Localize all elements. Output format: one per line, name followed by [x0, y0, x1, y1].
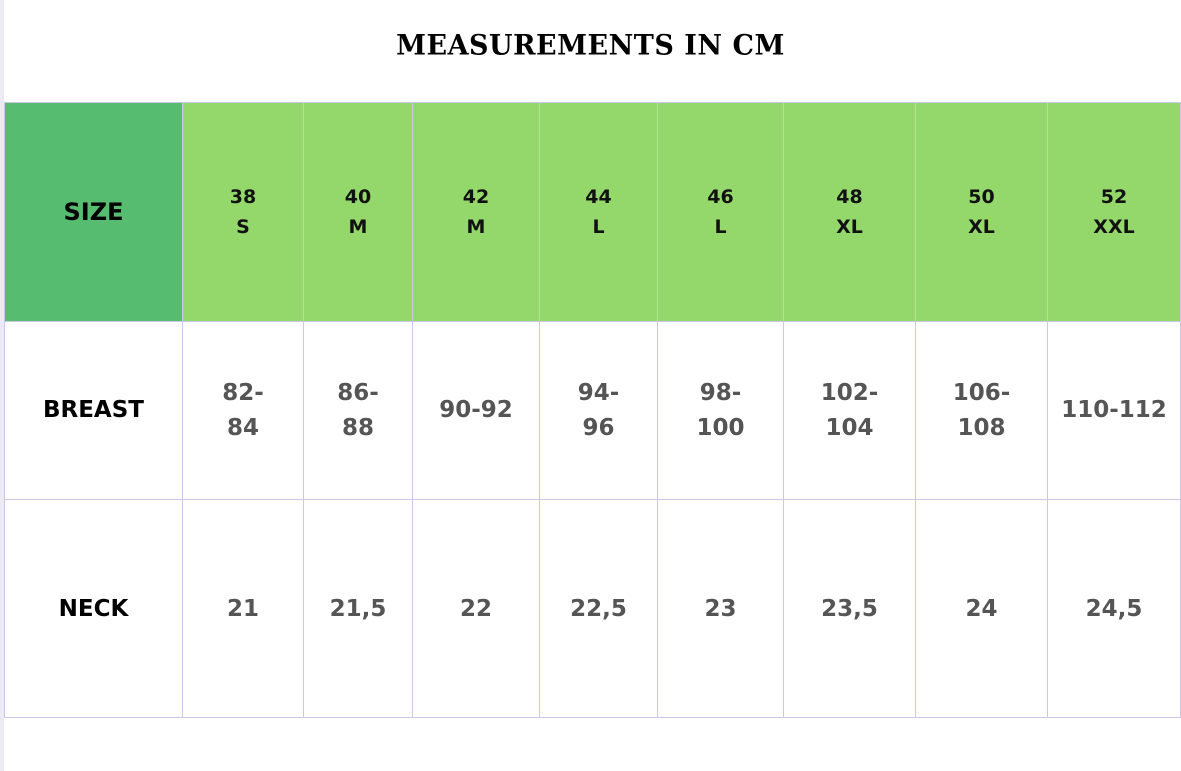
measurement-cell: 24: [915, 499, 1048, 718]
size-header-cell: 40 M: [303, 102, 413, 322]
size-letter: S: [236, 216, 250, 238]
measurement-cell: 21: [182, 499, 304, 718]
measurement-cell: 22,5: [539, 499, 658, 718]
measurement-cell: 98-100: [657, 321, 784, 500]
left-edge: [0, 0, 4, 771]
size-letter: M: [348, 216, 368, 238]
table-row-breast: BREAST 82-84 86-88 90-92 94-96 98-100 102-104…: [4, 321, 1181, 500]
size-number: 50: [968, 186, 995, 208]
measurement-cell: 23: [657, 499, 784, 718]
measurement-cell: 22: [412, 499, 540, 718]
size-number: 44: [585, 186, 612, 208]
size-letter: XL: [836, 216, 863, 238]
size-letter: L: [592, 216, 605, 238]
measurement-cell: 21,5: [303, 499, 413, 718]
size-number: 42: [462, 186, 490, 208]
size-number: 46: [707, 186, 734, 208]
size-header-cell: 46 L: [657, 102, 784, 322]
size-letter: L: [714, 216, 727, 238]
row-label: NECK: [4, 499, 183, 718]
measurement-cell: 82-84: [182, 321, 304, 500]
size-letter: XXL: [1093, 216, 1135, 238]
measurement-cell: 106-108: [915, 321, 1048, 500]
page-title: MEASUREMENTS IN CM: [396, 29, 785, 62]
size-header-cell: 42 M: [412, 102, 540, 322]
size-header-cell: 50 XL: [915, 102, 1048, 322]
size-header-row: SIZE 38 S 40 M 42 M 44 L 46 L 48 XL 50 XL 52 XXL: [4, 102, 1181, 322]
measurement-cell: 94-96: [539, 321, 658, 500]
size-number: 52: [1100, 186, 1128, 208]
size-header-cell: 38 S: [182, 102, 304, 322]
measurement-cell: 24,5: [1047, 499, 1181, 718]
table-row-neck: NECK 21 21,5 22 22,5 23 23,5 24 24,5: [4, 499, 1181, 718]
size-chart-table: SIZE 38 S 40 M 42 M 44 L 46 L 48 XL 50 XL 52 XXL BREAST…: [4, 102, 1181, 718]
size-letter: XL: [968, 216, 995, 238]
measurement-cell: 102-104: [783, 321, 916, 500]
size-number: 38: [229, 186, 257, 208]
size-header-label: SIZE: [4, 102, 183, 322]
size-number: 40: [344, 186, 372, 208]
size-header-cell: 44 L: [539, 102, 658, 322]
measurement-cell: 110-112: [1047, 321, 1181, 500]
size-header-cell: 52 XXL: [1047, 102, 1181, 322]
size-header-cell: 48 XL: [783, 102, 916, 322]
measurement-cell: 90-92: [412, 321, 540, 500]
measurement-cell: 86-88: [303, 321, 413, 500]
measurement-cell: 23,5: [783, 499, 916, 718]
size-letter: M: [466, 216, 486, 238]
row-label: BREAST: [4, 321, 183, 500]
size-number: 48: [836, 186, 863, 208]
